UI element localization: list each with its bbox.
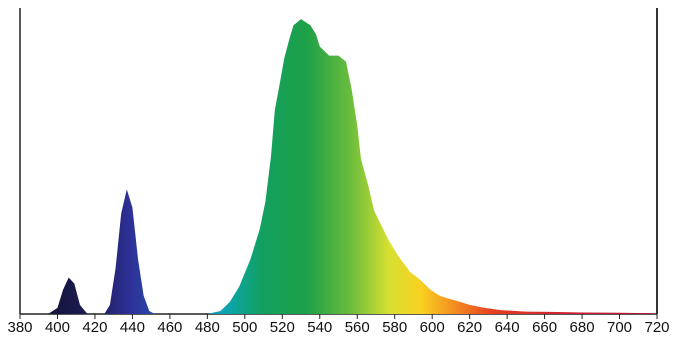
x-tick-label: 640 <box>495 319 520 336</box>
x-tick-label: 420 <box>82 319 107 336</box>
x-tick-label: 440 <box>120 319 145 336</box>
x-tick-label: 480 <box>195 319 220 336</box>
x-tick-label: 720 <box>644 319 669 336</box>
x-tick-label: 400 <box>45 319 70 336</box>
x-tick-label: 700 <box>607 319 632 336</box>
x-tick-label: 600 <box>420 319 445 336</box>
spectrum-area <box>20 19 657 315</box>
x-tick-label: 560 <box>345 319 370 336</box>
x-tick-label: 520 <box>270 319 295 336</box>
x-tick-label: 620 <box>457 319 482 336</box>
x-tick-label: 500 <box>232 319 257 336</box>
x-tick-label: 680 <box>570 319 595 336</box>
x-tick-label: 580 <box>382 319 407 336</box>
x-tick-label: 380 <box>7 319 32 336</box>
x-tick-label: 540 <box>307 319 332 336</box>
x-tick-label: 460 <box>157 319 182 336</box>
x-tick-label: 660 <box>532 319 557 336</box>
